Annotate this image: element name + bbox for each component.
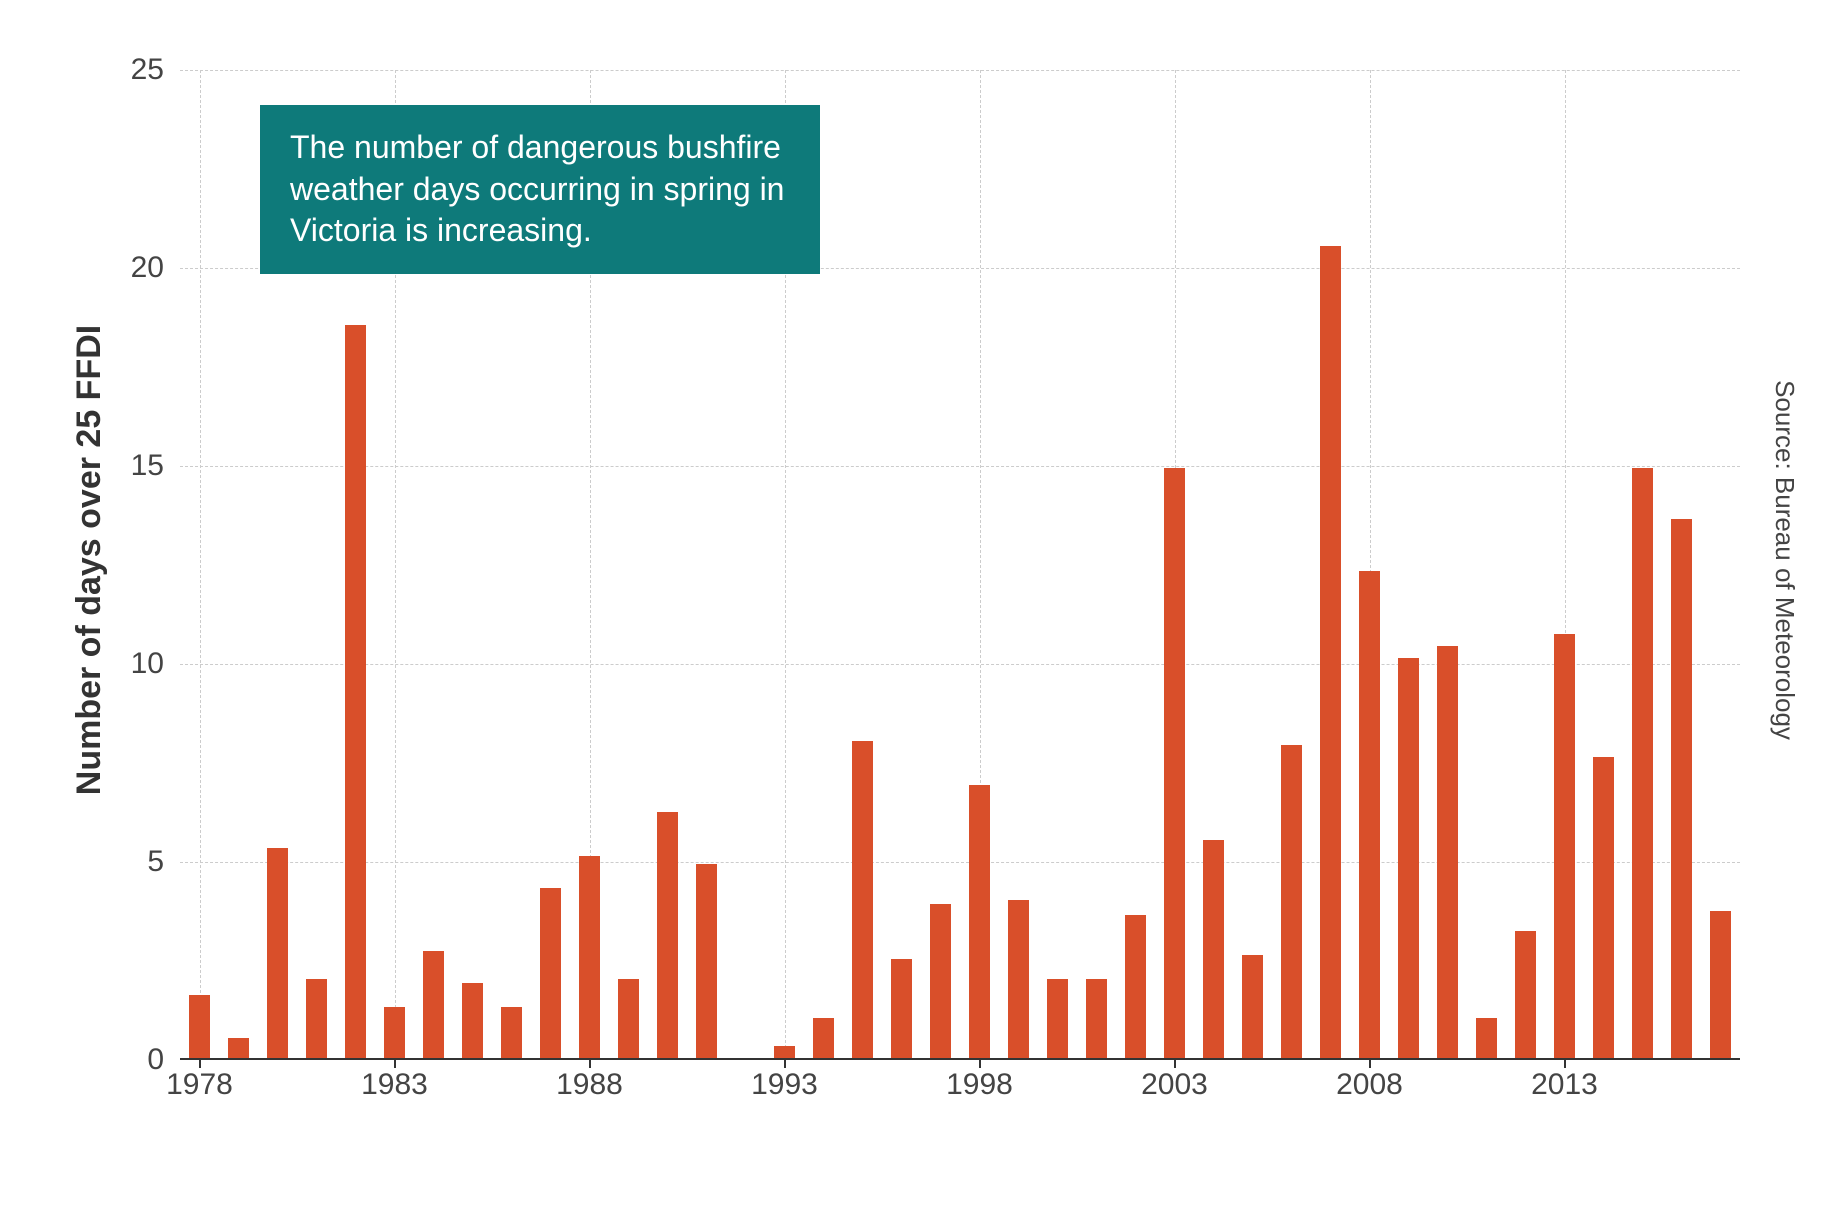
bar (1008, 900, 1029, 1058)
bar (384, 1007, 405, 1058)
bar (1437, 646, 1458, 1058)
bar (579, 856, 600, 1058)
x-tick-label: 2003 (1141, 1058, 1208, 1102)
x-tick-label: 1998 (946, 1058, 1013, 1102)
y-axis-label: Number of days over 25 FFDI (70, 325, 109, 795)
bar (540, 888, 561, 1058)
bar (1086, 979, 1107, 1058)
x-tick-label: 1988 (556, 1058, 623, 1102)
x-tick-label: 2008 (1336, 1058, 1403, 1102)
bar (501, 1007, 522, 1058)
x-tick-label: 1993 (751, 1058, 818, 1102)
bar (891, 959, 912, 1058)
gridline-horizontal (180, 664, 1740, 665)
bar (1554, 634, 1575, 1058)
y-tick-label: 10 (131, 647, 180, 681)
source-label: Source: Bureau of Meteorology (1769, 380, 1800, 740)
gridline-horizontal (180, 466, 1740, 467)
bar (657, 812, 678, 1058)
x-tick-label: 1983 (361, 1058, 428, 1102)
bar (696, 864, 717, 1058)
gridline-vertical (200, 70, 201, 1058)
y-tick-label: 5 (147, 845, 180, 879)
callout-box: The number of dangerous bushfire weather… (260, 105, 820, 274)
bar (969, 785, 990, 1058)
bar (1398, 658, 1419, 1058)
bar (345, 325, 366, 1058)
bar (1593, 757, 1614, 1058)
bar (774, 1046, 795, 1058)
bar (1320, 246, 1341, 1058)
x-tick-label: 2013 (1531, 1058, 1598, 1102)
bar (1359, 571, 1380, 1058)
bar (618, 979, 639, 1058)
gridline-horizontal (180, 862, 1740, 863)
bar (228, 1038, 249, 1058)
bar (1476, 1018, 1497, 1058)
bar (462, 983, 483, 1058)
bar (1242, 955, 1263, 1058)
bar (1515, 931, 1536, 1058)
y-tick-label: 20 (131, 251, 180, 285)
bar (267, 848, 288, 1058)
bar (1203, 840, 1224, 1058)
bar (1671, 519, 1692, 1058)
y-tick-label: 25 (131, 53, 180, 87)
plot-area: 0510152025197819831988199319982003200820… (180, 70, 1740, 1060)
bar (1047, 979, 1068, 1058)
bar (930, 904, 951, 1058)
x-tick-label: 1978 (166, 1058, 233, 1102)
bar (813, 1018, 834, 1058)
bar (1710, 911, 1731, 1058)
bar (1164, 468, 1185, 1058)
y-tick-label: 15 (131, 449, 180, 483)
bar (1125, 915, 1146, 1058)
bar (423, 951, 444, 1058)
bar (852, 741, 873, 1058)
bushfire-days-chart: Number of days over 25 FFDI 051015202519… (40, 40, 1834, 1176)
bar (1632, 468, 1653, 1058)
bar (1281, 745, 1302, 1058)
gridline-horizontal (180, 70, 1740, 71)
bar (189, 995, 210, 1058)
bar (306, 979, 327, 1058)
